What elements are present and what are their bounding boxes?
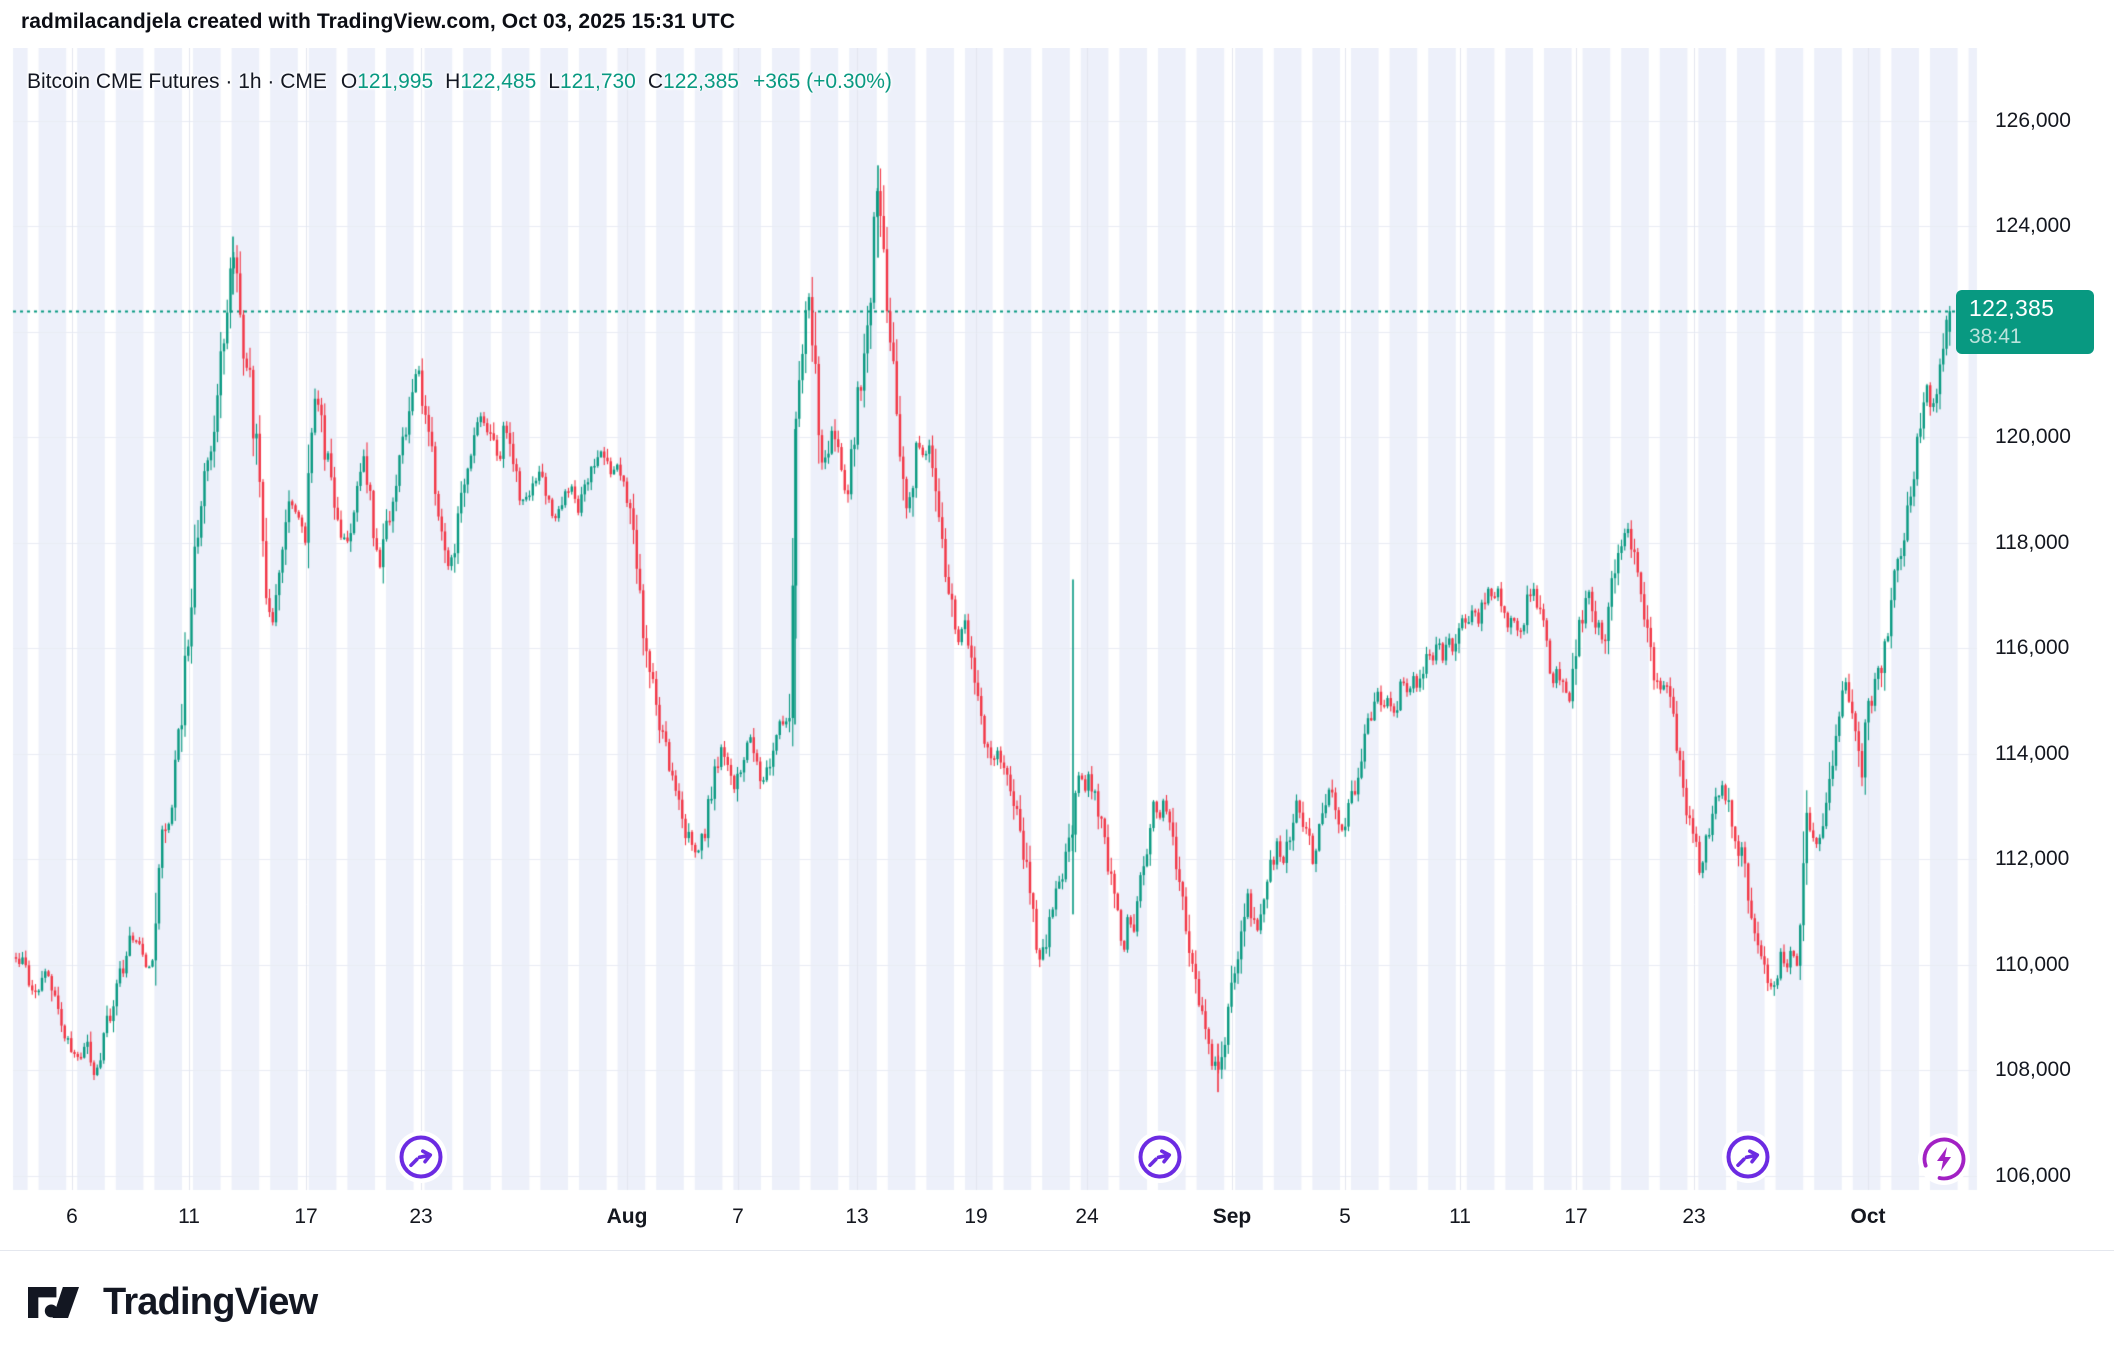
legend-l-value: L121,730 bbox=[548, 70, 636, 93]
chart-bottom-divider bbox=[0, 1250, 2114, 1251]
time-label-5: 5 bbox=[1339, 1205, 1351, 1228]
attribution-text: radmilacandjela created with TradingView… bbox=[21, 10, 736, 33]
price-label-126000: 126,000 bbox=[1995, 108, 2071, 132]
time-label-17: 17 bbox=[1564, 1205, 1588, 1228]
price-label-106000: 106,000 bbox=[1995, 1163, 2071, 1187]
price-label-108000: 108,000 bbox=[1995, 1058, 2071, 1081]
legend-change: +365 (+0.30%) bbox=[752, 70, 892, 93]
time-label-24: 24 bbox=[1075, 1205, 1099, 1228]
time-label-11: 11 bbox=[1449, 1205, 1471, 1228]
last-price-value: 122,385 bbox=[1969, 295, 2055, 321]
contract-rollover-icon[interactable] bbox=[393, 1129, 449, 1185]
contract-rollover-icon[interactable] bbox=[1720, 1129, 1776, 1185]
time-label-7: 7 bbox=[732, 1205, 744, 1228]
realtime-lightning-icon[interactable] bbox=[1916, 1131, 1972, 1187]
symbol-legend[interactable]: Bitcoin CME Futures · 1h · CME O121,995 H… bbox=[27, 70, 892, 94]
time-label-17: 17 bbox=[294, 1205, 318, 1228]
last-price-badge: 122,385 38:41 bbox=[1956, 290, 2094, 354]
candlestick-canvas[interactable] bbox=[0, 48, 1985, 1192]
legend-o-value: O121,995 bbox=[340, 70, 434, 93]
legend-h-value: H122,485 bbox=[445, 70, 537, 93]
time-label-23: 23 bbox=[1682, 1205, 1706, 1228]
footer: TradingView bbox=[28, 1281, 318, 1324]
price-label-114000: 114,000 bbox=[1995, 741, 2070, 765]
legend-ohlc-values: O121,995 H122,485 L121,730 C122,385 bbox=[341, 70, 751, 94]
time-label-6: 6 bbox=[66, 1205, 78, 1228]
bar-countdown: 38:41 bbox=[1969, 325, 2022, 348]
time-label-oct: Oct bbox=[1850, 1205, 1886, 1228]
price-label-112000: 112,000 bbox=[1995, 847, 2070, 870]
time-label-13: 13 bbox=[845, 1205, 869, 1228]
legend-title: Bitcoin CME Futures · 1h · CME bbox=[27, 70, 327, 93]
tradingview-logo-icon[interactable] bbox=[28, 1287, 90, 1318]
time-label-sep: Sep bbox=[1212, 1205, 1252, 1228]
tradingview-wordmark[interactable]: TradingView bbox=[103, 1281, 318, 1323]
time-label-23: 23 bbox=[409, 1205, 433, 1228]
legend-c-value: C122,385 bbox=[647, 70, 739, 93]
time-label-11: 11 bbox=[178, 1205, 200, 1228]
price-label-118000: 118,000 bbox=[1995, 530, 2070, 554]
contract-rollover-icon[interactable] bbox=[1132, 1129, 1188, 1185]
price-label-120000: 120,000 bbox=[1995, 425, 2071, 448]
time-label-aug: Aug bbox=[606, 1205, 648, 1228]
price-label-124000: 124,000 bbox=[1995, 214, 2071, 237]
price-label-116000: 116,000 bbox=[1995, 636, 2070, 659]
time-label-19: 19 bbox=[964, 1205, 988, 1228]
price-label-110000: 110,000 bbox=[1995, 952, 2070, 976]
